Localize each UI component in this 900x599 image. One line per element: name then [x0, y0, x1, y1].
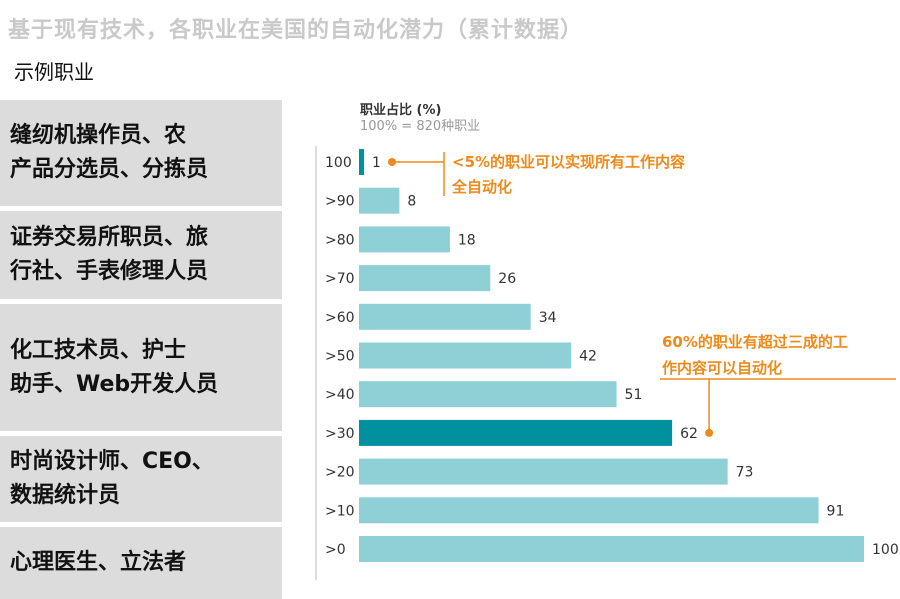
bar [359, 497, 819, 524]
example-box-2: 证券交易所职员、旅 行社、手表修理人员 [0, 211, 282, 299]
value-label: 91 [827, 503, 845, 519]
value-label: 1 [372, 155, 381, 171]
axis-header: 职业占比 (%) [360, 102, 441, 118]
category-label: >60 [325, 310, 355, 326]
bar [359, 419, 673, 446]
bar [359, 187, 400, 214]
annotation-marker [705, 428, 714, 437]
value-label: 18 [458, 232, 476, 248]
bar [359, 536, 864, 562]
annotation-text: 60%的职业有超过三成的工 [662, 333, 848, 351]
category-label: >10 [325, 503, 355, 519]
category-label: >90 [325, 194, 355, 210]
category-label: >0 [325, 542, 346, 558]
bar [359, 149, 365, 175]
example-box-3: 化工技术员、护士 助手、Web开发人员 [0, 304, 282, 431]
example-box-1: 缝纫机操作员、农 产品分选员、分拣员 [0, 100, 282, 206]
example-box-5: 心理医生、立法者 [0, 527, 282, 599]
value-label: 100 [872, 542, 899, 558]
annotation-text: 全自动化 [451, 178, 512, 196]
category-label: 100 [325, 155, 352, 171]
page-title: 基于现有技术，各职业在美国的自动化潜力（累计数据） [8, 18, 584, 43]
bar [359, 265, 491, 292]
example-occupations-panel: 缝纫机操作员、农 产品分选员、分拣员 证券交易所职员、旅 行社、手表修理人员 化… [0, 98, 282, 599]
page-subtitle: 示例职业 [14, 60, 94, 84]
annotation-text: 作内容可以自动化 [662, 359, 782, 377]
example-text-1: 缝纫机操作员、农 产品分选员、分拣员 [10, 123, 209, 182]
category-label: >50 [325, 349, 355, 365]
value-label: 26 [498, 271, 516, 287]
axis-subheader: 100% = 820种职业 [360, 119, 480, 134]
category-label: >40 [325, 387, 355, 403]
value-label: 8 [407, 194, 416, 210]
annotation-text: <5%的职业可以实现所有工作内容 [452, 153, 685, 171]
bar [359, 226, 450, 253]
category-label: >30 [325, 426, 355, 442]
example-box-4: 时尚设计师、CEO、 数据统计员 [0, 436, 282, 522]
value-label: 42 [579, 349, 597, 365]
bar [359, 458, 728, 485]
bar [359, 381, 617, 408]
value-label: 73 [736, 465, 754, 481]
value-label: 51 [625, 387, 643, 403]
bars-group: 100 1 >90 8 >80 18 >70 26 >60 34 >50 42 >40 51 >30 62 >2… [325, 149, 899, 562]
example-text-3: 化工技术员、护士 助手、Web开发人员 [10, 337, 219, 397]
bar [359, 342, 572, 369]
example-text-4: 时尚设计师、CEO、 数据统计员 [10, 449, 214, 508]
category-label: >70 [325, 271, 355, 287]
category-label: >80 [325, 232, 355, 248]
value-label: 34 [539, 310, 557, 326]
value-label: 62 [680, 426, 698, 442]
example-text-5: 心理医生、立法者 [10, 550, 187, 575]
category-label: >20 [325, 465, 355, 481]
example-text-2: 证券交易所职员、旅 行社、手表修理人员 [10, 225, 209, 284]
bar [359, 303, 531, 330]
